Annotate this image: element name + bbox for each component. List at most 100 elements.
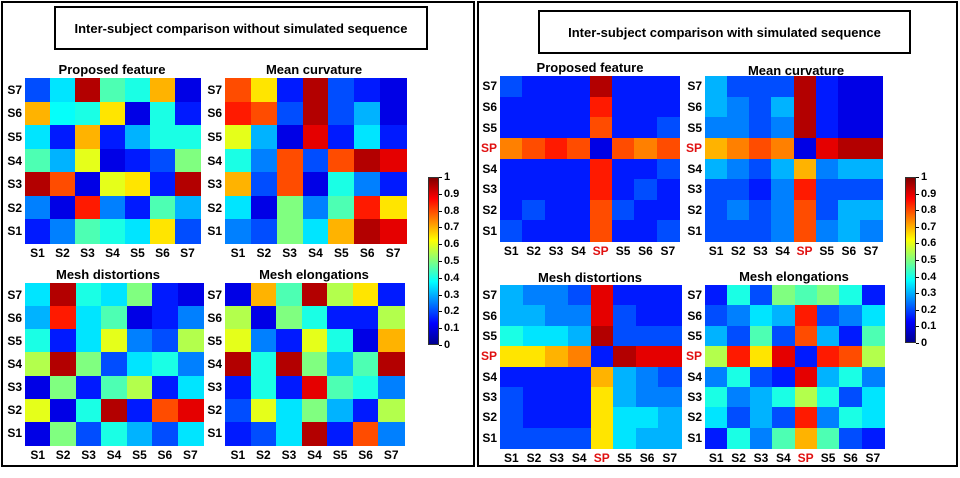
col-label: S5 (332, 448, 348, 462)
heatmap-cell (380, 78, 407, 103)
heatmap-cell (567, 407, 592, 429)
row-label: S4 (207, 357, 222, 371)
heatmap-cell (749, 96, 772, 118)
heatmap-cell (656, 137, 680, 160)
heatmap-cell (302, 101, 330, 126)
col-label: S3 (753, 451, 769, 465)
heatmap-cell (793, 76, 817, 98)
row-label: S2 (7, 403, 22, 418)
heatmap-cell (705, 427, 728, 449)
row-label: S6 (482, 99, 497, 114)
colorbar-tick-label: 0.8 (444, 204, 460, 217)
col-label: S3 (548, 244, 564, 258)
heatmap-cell (816, 325, 840, 347)
heatmap-cell (225, 172, 252, 197)
heatmap-cell (152, 375, 179, 400)
heatmap-cell (250, 421, 277, 446)
heatmap-cell (354, 148, 381, 173)
heatmap-cell (611, 179, 635, 201)
heatmap-cell (634, 76, 658, 98)
heatmap-cell (75, 172, 101, 197)
colorbar-tick-label: 0.1 (921, 320, 937, 333)
row-label: S4 (7, 357, 22, 371)
heatmap-title-mesh-distortions-left: Mesh distortions (55, 267, 161, 282)
heatmap-cell (101, 375, 128, 400)
row-label: S7 (207, 82, 222, 97)
row-label: S5 (7, 129, 22, 144)
heatmap-cell (276, 306, 303, 330)
col-label: S7 (865, 451, 881, 465)
heatmap-cell (250, 329, 277, 354)
heatmap-cell (522, 285, 546, 306)
heatmap-cell (50, 329, 77, 354)
heatmap-cell (658, 285, 682, 306)
heatmap-cell (75, 421, 102, 446)
heatmap-cell (705, 366, 728, 388)
colorbar-tick-mark (439, 261, 442, 262)
row-label: S7 (482, 79, 497, 94)
heatmap-cell (545, 407, 569, 429)
heatmap-cell (378, 329, 405, 354)
heatmap-cell (225, 306, 252, 330)
heatmap-cell (837, 199, 861, 221)
row-label: S1 (207, 426, 222, 441)
heatmap-cell (150, 101, 176, 126)
heatmap-cell (656, 179, 680, 201)
heatmap-cell (727, 285, 751, 306)
heatmap-cell (126, 283, 153, 307)
heatmap-cell (815, 158, 839, 180)
heatmap-cell (378, 421, 405, 446)
colorbar-left (428, 177, 439, 345)
colorbar-tick-mark (916, 276, 919, 278)
heatmap-title-mesh-elongations-left: Mesh elongations (259, 267, 369, 282)
colorbar-tick-mark (916, 309, 919, 311)
heatmap-cell (771, 220, 795, 242)
heatmap-cell (152, 283, 179, 307)
col-label: S1 (708, 451, 724, 465)
heatmap-cell (794, 285, 818, 306)
heatmap-cell (589, 199, 613, 221)
heatmap-cell (327, 421, 354, 446)
heatmap-cell (658, 325, 682, 347)
heatmap-cell (50, 101, 76, 126)
heatmap-cell (100, 101, 126, 126)
heatmap-title-mean-curvature-left: Mean curvature (265, 62, 363, 77)
heatmap-cell (613, 285, 637, 306)
heatmap-cell (589, 158, 613, 180)
heatmap-cell (328, 148, 355, 173)
heatmap-cell (352, 306, 379, 330)
heatmap-cell (658, 305, 682, 327)
heatmap-cell (276, 172, 304, 197)
heatmap-cell (126, 398, 153, 423)
heatmap-cell (749, 76, 772, 98)
colorbar-tick-label: 0 (444, 339, 451, 351)
heatmap-cell (352, 421, 379, 446)
heatmap-cell (635, 305, 659, 327)
heatmap-cell (301, 398, 328, 423)
heatmap-cell (634, 117, 658, 139)
heatmap-cell (500, 427, 524, 449)
col-label: S3 (281, 448, 297, 462)
heatmap-cell (772, 386, 796, 408)
col-label: S6 (843, 451, 858, 465)
heatmap-cell (327, 398, 354, 423)
heatmap-cell (839, 427, 863, 449)
heatmap-cell (25, 219, 51, 244)
heatmap-cell (859, 96, 883, 118)
heatmap-cell (500, 305, 524, 327)
col-label: S7 (180, 246, 195, 260)
heatmap-cell (545, 366, 569, 388)
heatmap-cell (771, 96, 795, 118)
heatmap-cell (150, 78, 176, 103)
heatmap-cell (276, 421, 303, 446)
col-label: S4 (105, 246, 120, 260)
heatmap-cell (500, 137, 523, 160)
heatmap-cell (250, 398, 277, 423)
heatmap-cell (705, 305, 728, 327)
col-label: S6 (155, 246, 170, 260)
heatmap-cell (25, 101, 51, 126)
heatmap-cell (378, 398, 405, 423)
colorbar-tick-mark (439, 193, 442, 195)
colorbar-tick-label: 0.1 (444, 322, 460, 335)
heatmap-cell (749, 179, 772, 201)
